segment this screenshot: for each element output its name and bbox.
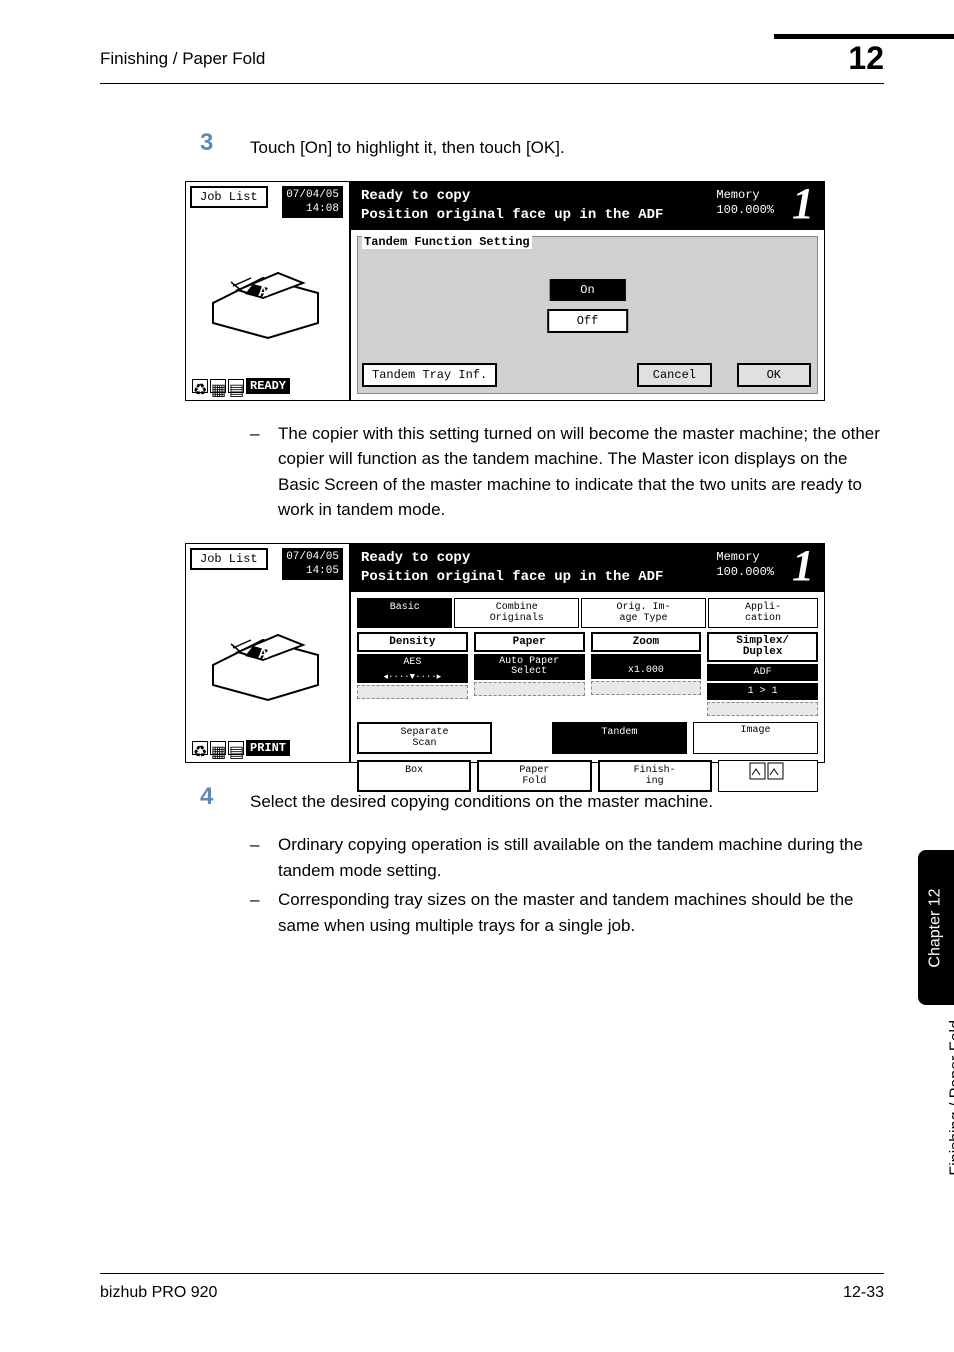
page-footer: bizhub PRO 920 12-33 — [100, 1273, 884, 1302]
bullet-dash: – — [250, 421, 278, 523]
step4-bullets: – Ordinary copying operation is still av… — [100, 832, 884, 938]
simplex-header[interactable]: Simplex/ Duplex — [707, 632, 818, 662]
step-number: 3 — [200, 129, 250, 161]
time: 14:05 — [286, 564, 339, 578]
bullet-text: Corresponding tray sizes on the master a… — [278, 887, 884, 938]
memory-label: Memory — [716, 188, 774, 204]
chapter-number: 12 — [848, 40, 884, 77]
aes-value: AES — [357, 654, 468, 671]
finishing-button[interactable]: Finish- ing — [598, 760, 712, 792]
simplex-below — [707, 702, 818, 716]
svg-text:A: A — [258, 645, 268, 661]
ready-line1: Ready to copy — [361, 187, 663, 205]
off-button[interactable]: Off — [547, 309, 629, 333]
zoom-below — [591, 681, 702, 695]
step-text: Touch [On] to highlight it, then touch [… — [250, 129, 565, 161]
density-header[interactable]: Density — [357, 632, 468, 652]
copy-count: 1 — [792, 544, 814, 588]
status-icon-doc: ▦ — [210, 741, 226, 755]
print-status: ♻ ▦ ▤ PRINT — [192, 740, 290, 756]
ready-status: ♻ ▦ ▤ READY — [192, 378, 290, 394]
lcd-screen-2: Job List 07/04/05 14:05 Ready to copy Po… — [185, 543, 825, 763]
tandem-button[interactable]: Tandem — [552, 722, 687, 754]
page-header: Finishing / Paper Fold 12 — [100, 40, 884, 84]
status-text: READY — [246, 378, 290, 394]
bullet-text: The copier with this setting turned on w… — [278, 421, 884, 523]
step-3: 3 Touch [On] to highlight it, then touch… — [100, 129, 884, 161]
memory-block: Memory 100.000% — [716, 550, 774, 581]
zoom-value: x1.000 — [591, 654, 702, 679]
box-button[interactable]: Box — [357, 760, 471, 792]
tab-orig-image[interactable]: Orig. Im- age Type — [581, 598, 706, 628]
ratio-value: 1 > 1 — [707, 683, 818, 700]
tab-application[interactable]: Appli- cation — [708, 598, 818, 628]
bullet-text: Ordinary copying operation is still avai… — [278, 832, 884, 883]
date: 07/04/05 — [286, 188, 339, 202]
on-button[interactable]: On — [549, 279, 625, 301]
tandem-tray-inf-button[interactable]: Tandem Tray Inf. — [362, 363, 497, 387]
separate-scan-button[interactable]: Separate Scan — [357, 722, 492, 754]
step-number: 4 — [200, 783, 250, 815]
memory-block: Memory 100.000% — [716, 188, 774, 219]
status-icon-screen: ▤ — [228, 379, 244, 393]
copy-count: 1 — [792, 182, 814, 226]
ready-text: Ready to copy Position original face up … — [361, 187, 663, 223]
status-text: PRINT — [246, 740, 290, 756]
chapter-tab-text: Chapter 12 — [927, 888, 945, 967]
ready-line2: Position original face up in the ADF — [361, 206, 663, 224]
paper-header[interactable]: Paper — [474, 632, 585, 652]
tab-combine[interactable]: Combine Originals — [454, 598, 579, 628]
bullet-dash: – — [250, 887, 278, 938]
product-name: bizhub PRO 920 — [100, 1284, 217, 1302]
tab-basic[interactable]: Basic — [357, 598, 452, 628]
lcd2-top-left: Job List 07/04/05 14:05 — [186, 544, 351, 592]
lcd-screen-1: Job List 07/04/05 14:08 Ready to copy Po… — [185, 181, 825, 401]
lcd2-top-right: Ready to copy Position original face up … — [351, 544, 824, 592]
lcd-preview-panel: A ♻ ▦ ▤ READY — [186, 230, 351, 400]
job-list-button[interactable]: Job List — [190, 186, 268, 208]
memory-value: 100.000% — [716, 565, 774, 581]
copier-illustration: A — [203, 610, 333, 705]
zoom-header[interactable]: Zoom — [591, 632, 702, 652]
header-title: Finishing / Paper Fold — [100, 49, 265, 69]
lcd-top-right: Ready to copy Position original face up … — [351, 182, 824, 230]
ready-text: Ready to copy Position original face up … — [361, 549, 663, 585]
status-icon-recycle: ♻ — [192, 741, 208, 755]
chapter-side-tab: Chapter 12 — [918, 850, 954, 1005]
lcd-top-left: Job List 07/04/05 14:08 — [186, 182, 351, 230]
status-icon-doc: ▦ — [210, 379, 226, 393]
date-time: 07/04/05 14:08 — [282, 186, 343, 219]
page-number: 12-33 — [843, 1284, 884, 1302]
step3-bullets: – The copier with this setting turned on… — [100, 421, 884, 523]
basic-screen-panel: Basic Combine Originals Orig. Im- age Ty… — [351, 592, 824, 762]
density-below — [357, 685, 468, 699]
cancel-button[interactable]: Cancel — [637, 363, 712, 387]
ready-line1: Ready to copy — [361, 549, 663, 567]
status-icon-recycle: ♻ — [192, 379, 208, 393]
job-list-button[interactable]: Job List — [190, 548, 268, 570]
memory-label: Memory — [716, 550, 774, 566]
tandem-title: Tandem Function Setting — [362, 235, 532, 249]
lcd-tandem-panel: Tandem Function Setting On Off Tandem Tr… — [351, 230, 824, 400]
status-icon-screen: ▤ — [228, 741, 244, 755]
ok-button[interactable]: OK — [737, 363, 811, 387]
copier-illustration: A — [203, 248, 333, 343]
adf-value: ADF — [707, 664, 818, 681]
memory-value: 100.000% — [716, 203, 774, 219]
lcd2-preview-panel: A ♻ ▦ ▤ PRINT — [186, 592, 351, 762]
image-preview-icon[interactable] — [718, 760, 818, 792]
date-time: 07/04/05 14:05 — [282, 548, 343, 581]
paper-below — [474, 682, 585, 696]
svg-text:A: A — [258, 283, 268, 299]
ready-line2: Position original face up in the ADF — [361, 568, 663, 586]
image-label: Image — [693, 722, 818, 754]
side-label: Finishing / Paper Fold — [948, 1020, 954, 1176]
density-scale: ◂····▼····▸ — [357, 671, 468, 683]
paper-fold-button[interactable]: Paper Fold — [477, 760, 591, 792]
auto-paper-value: Auto Paper Select — [474, 654, 585, 680]
bullet-dash: – — [250, 832, 278, 883]
time: 14:08 — [286, 202, 339, 216]
date: 07/04/05 — [286, 550, 339, 564]
